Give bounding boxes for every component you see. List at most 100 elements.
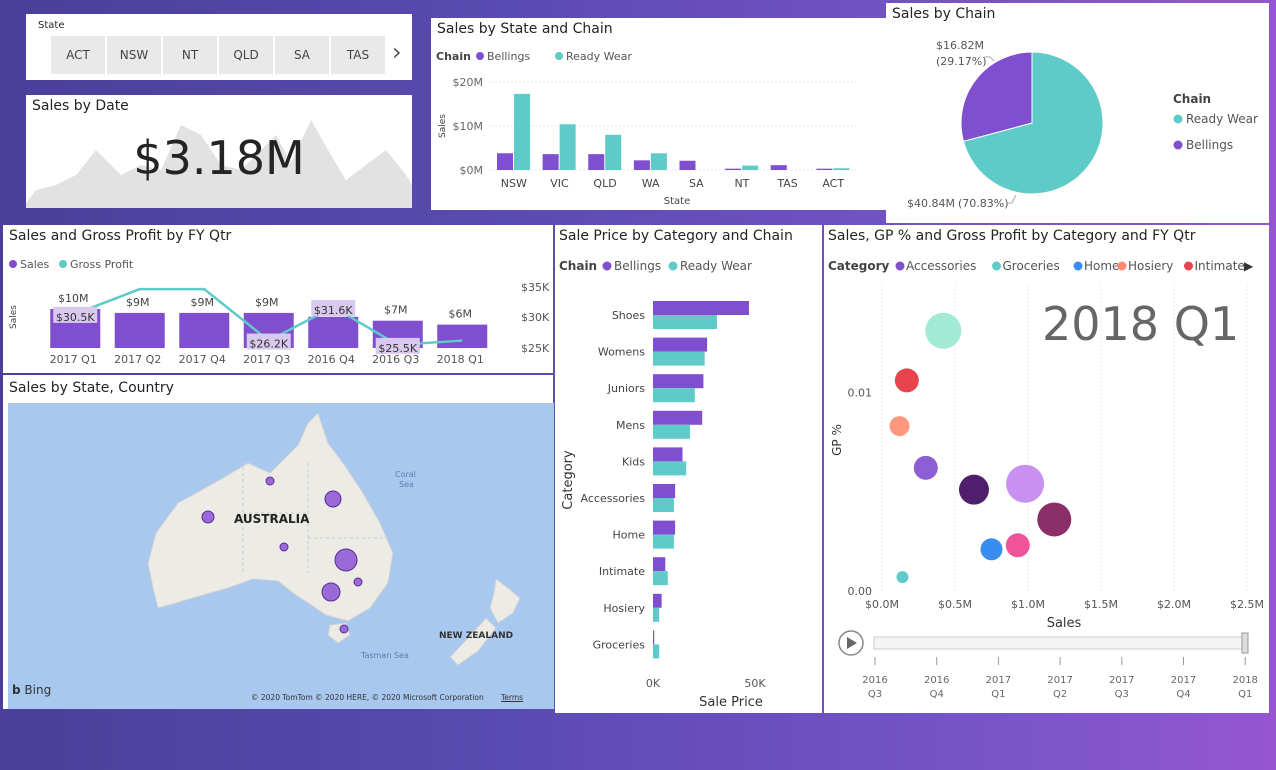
combo-chart: Sales and Gross Profit by FY Qtr Sales Gr…	[3, 225, 553, 373]
bar[interactable]	[633, 160, 650, 170]
bar[interactable]	[679, 160, 696, 170]
play-icon	[847, 637, 857, 649]
map-bubble[interactable]	[265, 476, 275, 486]
map-bubble[interactable]	[321, 582, 341, 602]
nz-north	[489, 578, 521, 624]
bar[interactable]	[653, 498, 674, 512]
bar[interactable]	[742, 165, 759, 170]
bar[interactable]	[588, 154, 605, 170]
slicer-item-qld[interactable]: QLD	[219, 36, 273, 74]
bar[interactable]	[650, 153, 667, 170]
bar[interactable]	[653, 607, 660, 622]
bar[interactable]	[816, 168, 833, 170]
map-bubble[interactable]	[353, 577, 363, 587]
y2-tick-label: $30K	[521, 311, 550, 324]
chevron-right-icon[interactable]: ›	[392, 38, 402, 66]
legend-marker	[1073, 261, 1083, 271]
tasman-label: Tasman Sea	[361, 651, 409, 660]
bar[interactable]	[653, 630, 655, 645]
y-tick-label: Shoes	[612, 309, 645, 322]
slicer-item-tas[interactable]: TAS	[331, 36, 385, 74]
scatter-bubble[interactable]	[894, 368, 919, 393]
bar[interactable]	[653, 337, 708, 352]
bar[interactable]	[653, 461, 687, 476]
timeline-year: 2017	[1047, 675, 1072, 686]
map-bubble[interactable]	[334, 548, 358, 572]
legend-next-icon[interactable]: ▶	[1244, 259, 1254, 273]
bar[interactable]	[833, 168, 850, 170]
legend-item: Hosiery	[1128, 259, 1173, 273]
y-axis-label: Sales	[9, 305, 19, 329]
sales-bar[interactable]	[437, 324, 488, 348]
timeline-year: 2017	[986, 675, 1011, 686]
gp-data-label: $26.2K	[249, 338, 288, 351]
scatter-bubble[interactable]	[925, 312, 962, 349]
sales-bar[interactable]	[308, 316, 359, 348]
bar[interactable]	[653, 644, 660, 659]
x-axis-label: Sale Price	[699, 695, 763, 710]
bar[interactable]	[653, 351, 705, 366]
bar[interactable]	[653, 484, 676, 498]
bar[interactable]	[653, 301, 749, 315]
scatter-bubble[interactable]	[958, 474, 989, 505]
legend-item: Bellings	[487, 50, 530, 63]
bar[interactable]	[653, 534, 674, 549]
slicer-item-nsw[interactable]: NSW	[107, 36, 161, 74]
scatter-bubble[interactable]	[980, 538, 1003, 561]
country-label: AUSTRALIA	[234, 512, 310, 526]
bar[interactable]	[653, 571, 668, 586]
gp-data-label: $25.5K	[378, 342, 417, 355]
scatter-bubble[interactable]	[889, 416, 910, 437]
y-tick-label: $20M	[453, 76, 484, 89]
bar[interactable]	[514, 93, 530, 170]
slicer-item-act[interactable]: ACT	[51, 36, 105, 74]
bar[interactable]	[770, 165, 787, 170]
timeline-qtr: Q4	[1176, 689, 1190, 700]
map-bubble[interactable]	[201, 510, 215, 524]
state-slicer: State ACT NSW NT QLD SA TAS ›	[26, 14, 412, 80]
pie-chart: Sales by Chain $16.82M (29.17%) $40.84M (70…	[886, 3, 1269, 223]
bar[interactable]	[653, 593, 662, 608]
scatter-bubble[interactable]	[1037, 502, 1072, 537]
timeline-handle[interactable]	[1241, 632, 1249, 654]
map-bubble[interactable]	[279, 542, 289, 552]
bar[interactable]	[653, 557, 666, 572]
scatter-bubble[interactable]	[896, 571, 909, 584]
slicer-item-sa[interactable]: SA	[275, 36, 329, 74]
map-bubble[interactable]	[339, 624, 349, 634]
scatter-bubble[interactable]	[1005, 533, 1030, 558]
sales-bar[interactable]	[179, 312, 230, 348]
pie-slice[interactable]	[962, 51, 1104, 195]
x-tick-label: 2017 Q2	[114, 353, 161, 366]
pie-slice[interactable]	[960, 51, 1033, 143]
map-canvas[interactable]	[8, 403, 554, 709]
slicer-item-nt[interactable]: NT	[163, 36, 217, 74]
x-tick-label: VIC	[550, 177, 569, 190]
bar[interactable]	[605, 134, 622, 170]
bar[interactable]	[559, 124, 576, 170]
bar[interactable]	[725, 168, 742, 170]
map-terms-link[interactable]: Terms	[501, 693, 524, 702]
bar[interactable]	[653, 388, 695, 403]
map-bubble[interactable]	[324, 490, 342, 508]
bar[interactable]	[653, 447, 683, 462]
gp-label-bg	[246, 333, 291, 350]
bar[interactable]	[542, 154, 559, 170]
timeline-track[interactable]	[873, 636, 1247, 650]
sales-bar[interactable]	[114, 312, 165, 348]
legend-title: Chain	[559, 259, 597, 273]
y-tick-label: $0M	[460, 164, 484, 177]
nz-label: NEW ZEALAND	[439, 631, 514, 641]
bar[interactable]	[653, 410, 703, 425]
bar[interactable]	[653, 424, 690, 439]
legend-marker	[668, 261, 678, 271]
chart-title: Sales by State and Chain	[437, 21, 613, 37]
y-tick-label: Groceries	[593, 638, 646, 651]
bar[interactable]	[653, 520, 676, 535]
legend-marker	[476, 52, 484, 60]
scatter-bubble[interactable]	[913, 455, 938, 480]
bar[interactable]	[497, 153, 513, 170]
bar[interactable]	[653, 374, 704, 389]
scatter-bubble[interactable]	[1006, 464, 1045, 503]
bar[interactable]	[653, 315, 717, 329]
